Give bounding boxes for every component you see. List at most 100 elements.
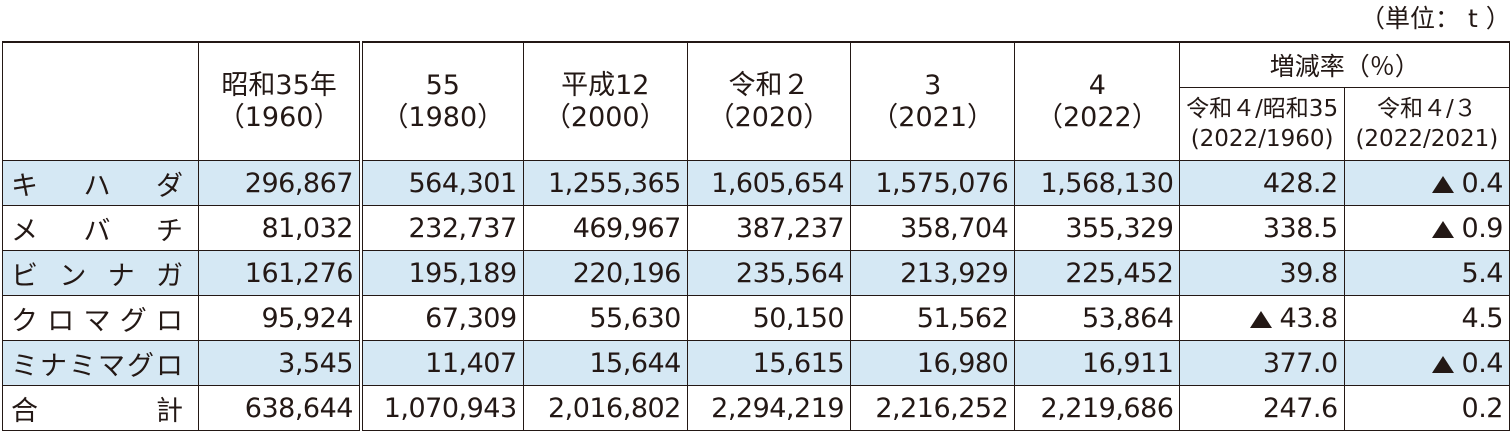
table-row: キ ハ ダ 296,867 564,301 1,255,365 1,605,654 1,575… bbox=[1, 160, 1511, 206]
species-name-char: ロ bbox=[156, 350, 183, 382]
species-name-char: 計 bbox=[156, 395, 183, 427]
value-cell: 95,924 bbox=[198, 295, 362, 341]
rate-cell: 4.5 bbox=[1343, 295, 1511, 341]
value-cell: 195,189 bbox=[358, 250, 524, 296]
rate-value: 43.8 bbox=[1279, 302, 1339, 334]
species-name-char: グ bbox=[119, 305, 147, 337]
rate-cell: 39.8 bbox=[1179, 250, 1345, 296]
species-name-char: ミ bbox=[69, 350, 96, 382]
value-cell: 213,929 bbox=[850, 250, 1016, 296]
value-cell: 1,568,130 bbox=[1014, 160, 1181, 206]
rate-cell: 0.4 bbox=[1343, 340, 1511, 386]
species-name: ビンナガ bbox=[11, 254, 183, 293]
rate-header: 増減率（％） bbox=[1179, 41, 1510, 88]
value-cell: 2,294,219 bbox=[686, 385, 852, 431]
value-cell: 225,452 bbox=[1014, 250, 1181, 296]
species-name-char: バ bbox=[83, 215, 111, 247]
value-cell: 16,911 bbox=[1014, 340, 1181, 386]
species-name-char: メ bbox=[11, 215, 38, 247]
year-header: 55 （1980） bbox=[358, 41, 524, 161]
species-name-char: ビ bbox=[11, 260, 38, 292]
value-cell: 232,737 bbox=[358, 205, 524, 251]
value-cell: 51,562 bbox=[850, 295, 1016, 341]
year-header: 4 （2022） bbox=[1014, 41, 1181, 161]
species-name-char: ロ bbox=[156, 305, 183, 337]
species-name-cell: メバチ bbox=[1, 205, 200, 251]
value-cell: 53,864 bbox=[1014, 295, 1181, 341]
species-name-char: ダ bbox=[156, 170, 183, 202]
rate-cell: 0.9 bbox=[1343, 205, 1511, 251]
value-cell: 2,219,686 bbox=[1014, 385, 1181, 431]
corner-header-cell bbox=[1, 41, 200, 161]
species-name-char: ク bbox=[11, 305, 38, 337]
rate-cell: 338.5 bbox=[1179, 205, 1345, 251]
species-name-char: チ bbox=[156, 215, 183, 247]
rate-value: 338.5 bbox=[1262, 212, 1338, 244]
species-name-char: ナ bbox=[107, 260, 135, 292]
value-cell: 2,016,802 bbox=[522, 385, 688, 431]
rate-cell: 377.0 bbox=[1179, 340, 1345, 386]
value-cell: 358,704 bbox=[850, 205, 1016, 251]
value-cell: 1,605,654 bbox=[686, 160, 852, 206]
value-cell: 11,407 bbox=[358, 340, 524, 386]
species-name-char: グ bbox=[127, 350, 154, 382]
value-cell: 220,196 bbox=[522, 250, 688, 296]
table-row: クロマグロ 95,924 67,309 55,630 50,150 51,562 53,86… bbox=[1, 295, 1511, 341]
species-name-cell: キハダ bbox=[1, 160, 200, 206]
triangle-icon bbox=[1249, 310, 1272, 328]
species-name: ミナミマグロ bbox=[11, 344, 183, 383]
rate-value: 377.0 bbox=[1262, 347, 1338, 379]
species-name-char: マ bbox=[83, 305, 111, 337]
rate-cell: 43.8 bbox=[1179, 295, 1345, 341]
species-name-char: ミ bbox=[11, 350, 38, 382]
value-cell: 15,644 bbox=[522, 340, 688, 386]
value-cell: 3,545 bbox=[198, 340, 362, 386]
year-header: 3 （2021） bbox=[850, 41, 1016, 161]
rate-value: 0.9 bbox=[1461, 212, 1504, 244]
value-cell: 638,644 bbox=[198, 385, 362, 431]
rate-value: 5.4 bbox=[1461, 257, 1504, 289]
value-cell: 355,329 bbox=[1014, 205, 1181, 251]
species-name-cell: クロマグロ bbox=[1, 295, 200, 341]
year-header: 令和２ （2020） bbox=[686, 41, 852, 161]
triangle-icon bbox=[1431, 220, 1454, 238]
rate-cell: 247.6 bbox=[1179, 385, 1345, 431]
species-name: クロマグロ bbox=[11, 299, 183, 338]
rate-value: 428.2 bbox=[1262, 167, 1338, 199]
triangle-icon bbox=[1431, 355, 1454, 373]
species-name-char: 合 bbox=[11, 395, 38, 427]
rate-value: 39.8 bbox=[1279, 257, 1339, 289]
species-name: 合計 bbox=[11, 389, 183, 428]
rate-cell: 0.2 bbox=[1343, 385, 1511, 431]
table-row: ビンナガ 161,276 195,189 220,196 235,564 213,929 2… bbox=[1, 250, 1511, 296]
species-name-cell: 合計 bbox=[1, 385, 200, 431]
table-row: メ バ チ 81,032 232,737 469,967 387,237 358,704 355… bbox=[1, 205, 1511, 251]
species-name-cell: ミナミマグロ bbox=[1, 340, 200, 386]
rate-cell: 0.4 bbox=[1343, 160, 1511, 206]
value-cell: 235,564 bbox=[686, 250, 852, 296]
species-name-char: ガ bbox=[155, 260, 183, 292]
value-cell: 2,216,252 bbox=[850, 385, 1016, 431]
value-cell: 1,070,943 bbox=[358, 385, 524, 431]
value-cell: 55,630 bbox=[522, 295, 688, 341]
value-cell: 1,255,365 bbox=[522, 160, 688, 206]
unit-label: （単位： t ） bbox=[1360, 4, 1511, 33]
species-name: メバチ bbox=[11, 209, 183, 248]
value-cell: 67,309 bbox=[358, 295, 524, 341]
species-name-char: ハ bbox=[83, 170, 111, 202]
value-cell: 16,980 bbox=[850, 340, 1016, 386]
value-cell: 387,237 bbox=[686, 205, 852, 251]
value-cell: 81,032 bbox=[198, 205, 362, 251]
rate-cell: 428.2 bbox=[1179, 160, 1345, 206]
species-name-cell: ビンナガ bbox=[1, 250, 200, 296]
table-row: ミナミマグロ 3,545 11,407 15,644 15,615 16,980 16,91… bbox=[1, 340, 1511, 386]
rate-value: 0.4 bbox=[1461, 167, 1504, 199]
species-name: キハダ bbox=[11, 164, 183, 203]
value-cell: 15,615 bbox=[686, 340, 852, 386]
year-header: 平成12 （2000） bbox=[522, 41, 688, 161]
species-name-char: ナ bbox=[40, 350, 67, 382]
value-cell: 50,150 bbox=[686, 295, 852, 341]
species-name-char: ン bbox=[59, 260, 87, 292]
rate-value: 0.4 bbox=[1461, 347, 1504, 379]
rate-value: 4.5 bbox=[1461, 302, 1504, 334]
